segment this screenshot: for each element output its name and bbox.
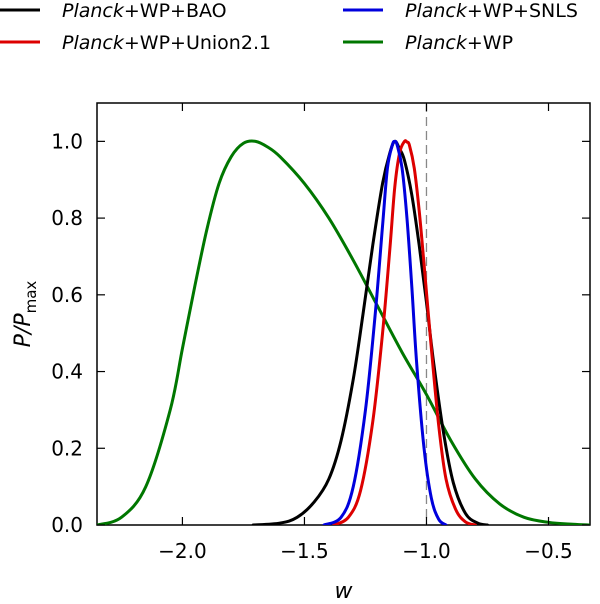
- legend: Planck+WP+BAOPlanck+WP+Union2.1Planck+WP…: [0, 0, 578, 54]
- legend-label-planck-wp-union2-1: Planck+WP+Union2.1: [62, 32, 271, 54]
- y-axis-label-base: P/P: [11, 313, 36, 348]
- legend-label-planck-wp-snls: Planck+WP+SNLS: [405, 0, 578, 22]
- ticks: −2.0 −1.5 −1.0 −0.5 0.0 0.2 0.4 0.6 0.8 1.0: [51, 103, 590, 563]
- legend-label-rest: +WP+BAO: [124, 0, 227, 22]
- legend-label-planck-wp: Planck+WP: [405, 32, 513, 54]
- y-axis-label-subscript: max: [22, 281, 40, 314]
- series-line-planck-wp-union2-1: [332, 139, 477, 525]
- y-tick-label: 0.4: [51, 360, 83, 384]
- series-line-planck-wp-bao: [251, 139, 489, 525]
- x-tick-label: −1.0: [402, 539, 451, 563]
- legend-label-italic: Planck: [405, 0, 468, 22]
- y-tick-label: 1.0: [51, 129, 83, 153]
- x-tick-label: −0.5: [524, 539, 573, 563]
- plot-area: −2.0 −1.5 −1.0 −0.5 0.0 0.2 0.4 0.6 0.8 1.0: [51, 102, 591, 563]
- plot-frame: [96, 102, 591, 526]
- y-tick-label: 0.6: [51, 283, 83, 307]
- x-axis-label: w: [335, 579, 354, 600]
- legend-label-rest: +WP+SNLS: [467, 0, 578, 22]
- y-tick-label: 0.8: [51, 206, 83, 230]
- y-axis-label: P/Pmax: [11, 281, 40, 348]
- legend-label-rest: +WP+Union2.1: [124, 32, 271, 54]
- legend-label-planck-wp-bao: Planck+WP+BAO: [62, 0, 227, 22]
- legend-label-italic: Planck: [62, 32, 125, 54]
- series-line-planck-wp-snls: [322, 139, 448, 525]
- axis-labels: w P/Pmax: [11, 281, 354, 604]
- series-group: [97, 139, 590, 525]
- legend-label-italic: Planck: [62, 0, 125, 22]
- series-line-planck-wp: [97, 139, 590, 525]
- x-tick-label: −1.5: [280, 539, 329, 563]
- legend-label-italic: Planck: [405, 32, 468, 54]
- x-tick-label: −2.0: [158, 539, 207, 563]
- y-tick-label: 0.0: [51, 513, 83, 537]
- y-tick-label: 0.2: [51, 436, 83, 460]
- legend-label-rest: +WP: [467, 32, 513, 54]
